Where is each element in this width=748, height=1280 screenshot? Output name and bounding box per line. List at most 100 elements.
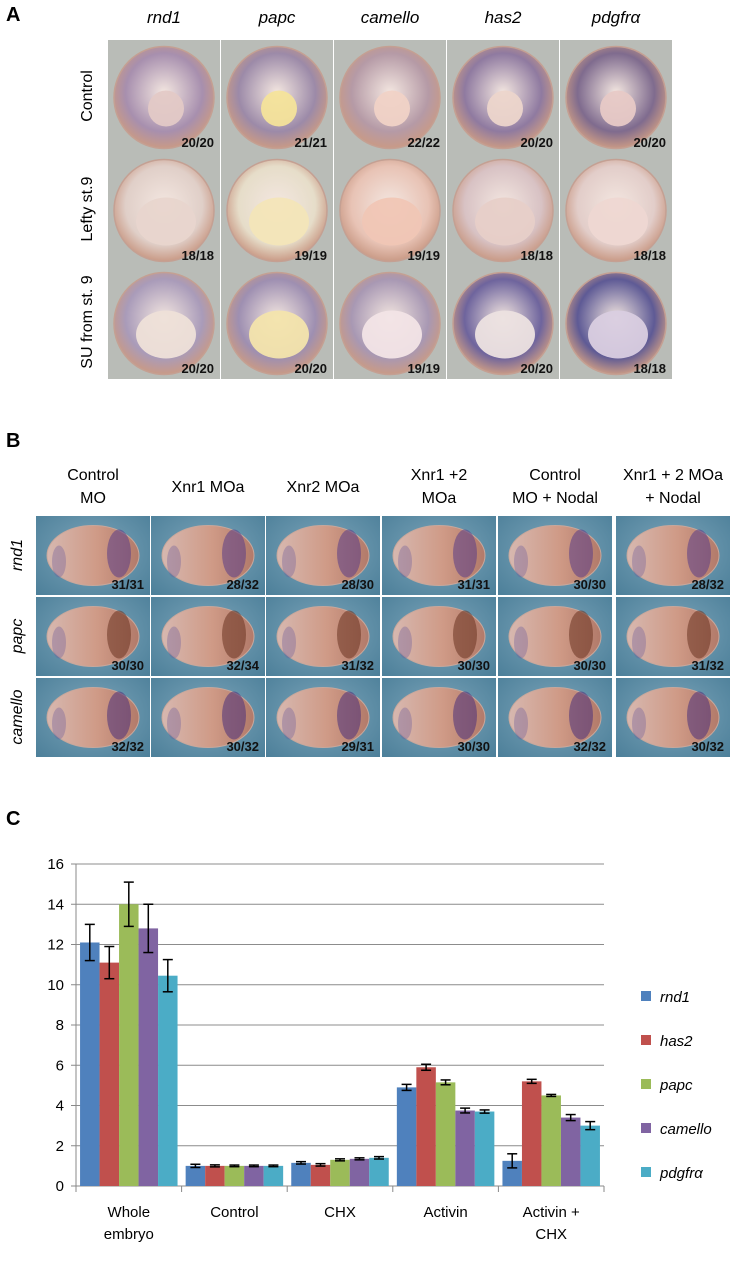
embryo-drawing [339,45,441,150]
condition-header-line: Control [67,467,119,484]
y-tick-label: 4 [56,1098,64,1115]
embryo-image: 28/32 [616,516,730,595]
panel-a-row-label: SU from st. 9 [79,274,96,369]
embryo-drawing [392,525,486,586]
embryo-count: 18/18 [633,248,666,263]
embryo-drawing [113,271,215,376]
embryo-image: 20/20 [447,40,559,153]
bar-papc [330,1159,350,1186]
panel-c-letter: C [6,808,21,830]
bar-papc [224,1165,245,1186]
embryo-image: 30/30 [382,597,496,676]
embryo-image: 20/20 [108,40,220,153]
bar-camello [560,1117,581,1186]
embryo-image: 28/32 [151,516,265,595]
panel-b-row-label: rnd1 [9,538,26,571]
embryo-image: 32/32 [36,678,150,757]
legend-swatch-papc [641,1079,651,1089]
legend-label: pdgfrα [659,1165,703,1182]
embryo-image: 31/31 [382,516,496,595]
legend-swatch-camello [641,1123,651,1133]
embryo-drawing [276,687,370,748]
y-tick-label: 14 [47,896,64,913]
embryo-count: 31/32 [691,658,724,673]
embryo-count: 31/31 [457,577,490,592]
embryo-drawing [226,45,328,150]
gene-header-3: camello [360,8,420,27]
embryo-drawing [46,687,140,748]
embryo-count: 18/18 [520,248,553,263]
legend-label: rnd1 [660,989,690,1006]
bar-rnd1 [396,1087,417,1186]
bar-pdgfrα [369,1157,389,1186]
embryo-image: 28/30 [266,516,380,595]
embryo-count: 20/20 [294,361,327,376]
legend-label: camello [660,1121,712,1138]
bar-has2 [205,1165,225,1186]
bar-papc [435,1082,456,1186]
embryo-image: 21/21 [221,40,333,153]
gene-header-2: papc [258,8,296,27]
bar-camello [138,928,159,1186]
legend-swatch-has2 [641,1035,651,1045]
y-tick-label: 6 [56,1057,64,1074]
embryo-drawing [565,45,667,150]
embryo-drawing [626,606,720,667]
embryo-count: 30/30 [573,658,606,673]
embryo-image: 32/34 [151,597,265,676]
embryo-image: 31/32 [616,597,730,676]
embryo-count: 19/19 [407,361,440,376]
bar-rnd1 [502,1160,522,1186]
embryo-image: 18/18 [560,266,672,379]
embryo-count: 30/30 [111,658,144,673]
y-tick-label: 12 [47,937,64,954]
condition-header-line: MOa [421,490,457,507]
embryo-drawing [161,606,255,667]
condition-header-4: Xnr1 +2 MOa [382,464,496,510]
bar-rnd1 [80,942,100,1186]
x-category-label: Activin + [523,1204,580,1221]
embryo-drawing [626,687,720,748]
bar-camello [455,1110,475,1186]
panel-b-row-label: papc [9,618,26,653]
embryo-count: 21/21 [294,135,327,150]
embryo-drawing [508,525,602,586]
panel-b-letter: B [6,430,21,452]
embryo-image: 30/30 [498,516,612,595]
bar-rnd1 [185,1165,206,1186]
embryo-drawing [161,525,255,586]
condition-header-line: MO [80,490,106,507]
embryo-drawing [226,271,328,376]
embryo-drawing [565,158,667,263]
embryo-drawing [339,158,441,263]
embryo-count: 30/32 [226,739,259,754]
bar-has2 [310,1164,331,1186]
bar-pdgfrα [263,1165,284,1186]
legend-swatch-rnd1 [641,991,651,1001]
embryo-image: 30/32 [616,678,730,757]
embryo-drawing [276,606,370,667]
bar-papc [119,904,139,1186]
embryo-count: 28/30 [341,577,374,592]
embryo-image: 32/32 [498,678,612,757]
condition-header-line: Xnr1 MOa [171,479,245,496]
embryo-drawing [226,158,328,263]
embryo-count: 30/30 [457,658,490,673]
embryo-count: 19/19 [407,248,440,263]
legend-label: papc [659,1077,693,1094]
bar-has2 [521,1081,542,1186]
embryo-drawing [626,525,720,586]
embryo-drawing [113,158,215,263]
embryo-count: 18/18 [633,361,666,376]
embryo-image: 30/32 [151,678,265,757]
x-category-label: CHX [324,1204,356,1221]
embryo-count: 32/32 [573,739,606,754]
panel-b-row-label: camello [9,688,26,745]
embryo-drawing [452,271,554,376]
embryo-count: 28/32 [226,577,259,592]
condition-header-line: Xnr1 +2 [410,467,468,484]
panel-a-row-label: Control [79,69,96,122]
embryo-count: 31/32 [341,658,374,673]
embryo-count: 30/30 [457,739,490,754]
embryo-image: 19/19 [334,266,446,379]
